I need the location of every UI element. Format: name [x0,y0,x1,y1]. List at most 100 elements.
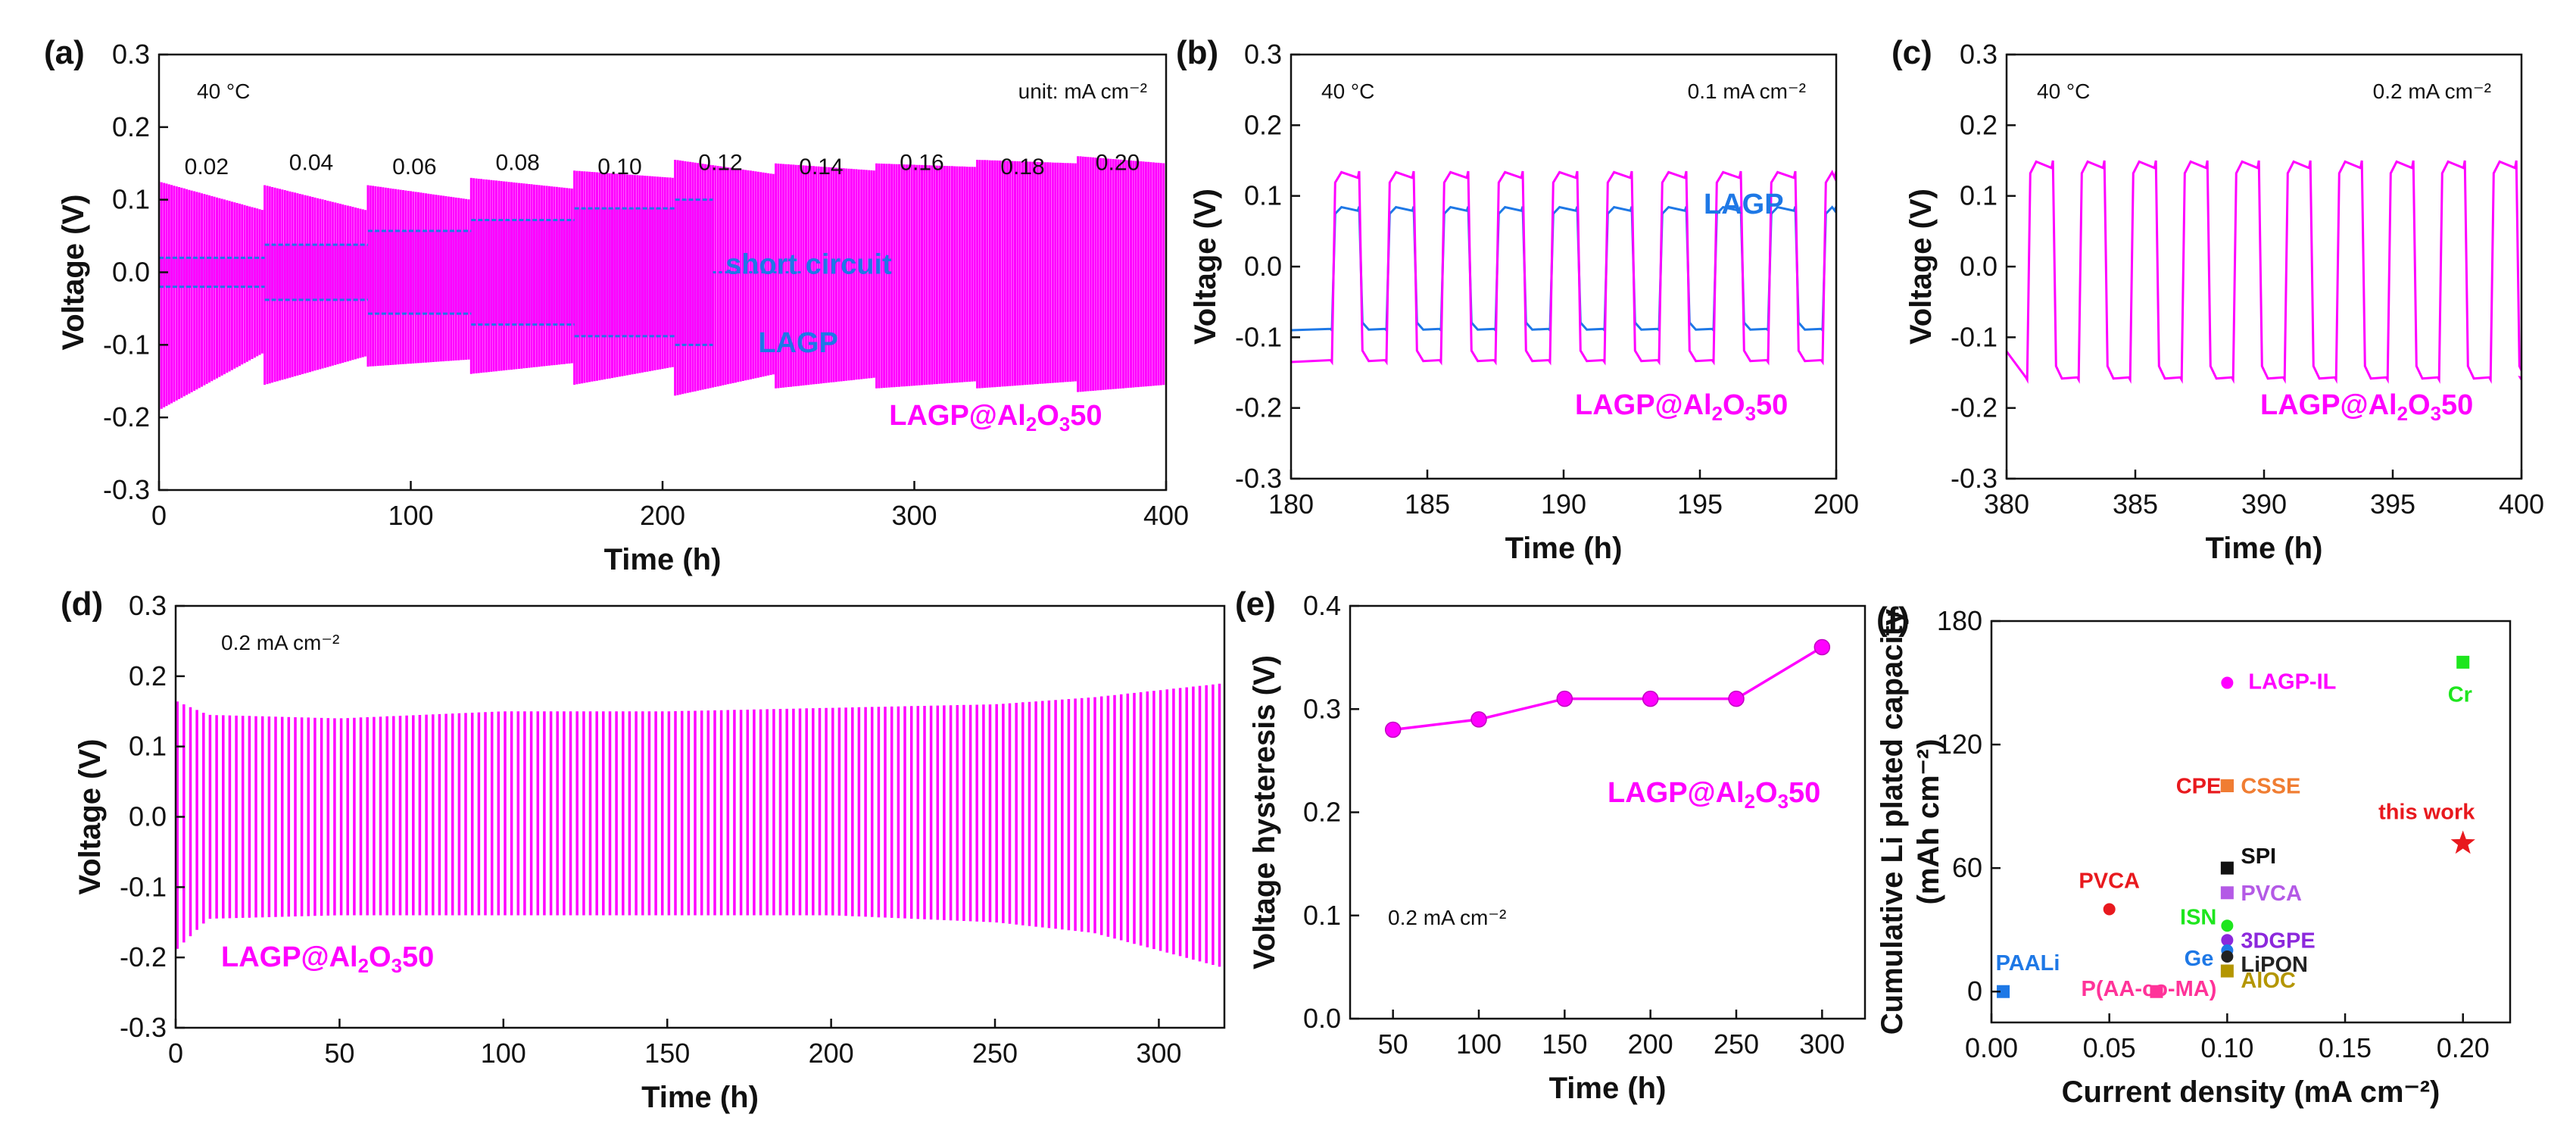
text-part: O [1037,400,1059,432]
x-tick-label: 190 [1541,489,1586,520]
y-axis-label: Voltage (V) [1904,189,1938,345]
y-tick-label: -0.3 [1235,463,1282,494]
x-tick-label: 150 [644,1038,690,1069]
hysteresis-point [1556,690,1573,707]
current-annotation: 0.1 mA cm⁻² [1688,80,1806,103]
x-tick-label: 385 [2113,489,2158,520]
point-label: Ge [2185,947,2214,971]
text-part: LAGP@Al [1608,777,1745,809]
text-part: LAGP@Al [1575,389,1712,421]
current-density-label: 0.06 [392,155,436,179]
current-density-label: 0.18 [1000,155,1044,179]
y-tick-label: -0.3 [103,474,150,505]
panel-label: (d) [61,585,103,623]
text-part: 50 [1756,389,1788,421]
y-tick-label: -0.3 [120,1012,167,1043]
text-part: O [2408,389,2431,421]
panel-label: (b) [1176,34,1218,71]
y-tick-label: 60 [1952,852,1982,883]
point-label: PAALi [1996,951,2060,975]
y-tick-label: 0.1 [129,731,167,762]
scatter-point [2220,861,2234,875]
x-axis-label: Time (h) [1505,532,1623,565]
text-part: O [1723,389,1745,421]
series-c [2007,160,2521,384]
x-tick-label: 0 [168,1038,183,1069]
current-density-label: 0.12 [698,150,742,175]
y-tick-label: -0.1 [1235,321,1282,352]
x-tick-label: 380 [1984,489,2029,520]
scatter-point [2103,903,2116,916]
y-tick-label: -0.2 [120,941,167,972]
subscript: 2 [358,956,369,977]
text-part: O [369,941,391,973]
point-label: SPI [2241,844,2276,869]
x-tick-label: 185 [1405,489,1450,520]
y-tick-label: -0.2 [1235,392,1282,423]
x-axis-label: Time (h) [2206,532,2323,565]
y-tick-label: 0.1 [1244,180,1282,211]
series-label-coated: LAGP@Al2O350 [221,941,434,977]
x-tick-label: 300 [1136,1038,1181,1069]
x-tick-label: 100 [388,500,433,531]
y-tick-label: 0.1 [112,184,150,215]
series-b [1291,170,1836,366]
x-tick-label: 100 [481,1038,526,1069]
text-part: LAGP@Al [2260,389,2397,421]
x-tick-label: 0.10 [2200,1032,2253,1063]
y-tick-label: 180 [1937,605,1982,636]
y-tick-label: 0.0 [112,257,150,288]
point-label: this work [2378,801,2475,825]
y-tick-label: -0.1 [120,871,167,902]
series-d [176,683,1221,967]
text-part: LAGP@Al [889,400,1026,432]
temperature-annotation: 40 °C [1321,80,1374,103]
hysteresis-point [1470,711,1487,728]
y-tick-label: 0.1 [1303,900,1341,931]
y-tick-label: 0.4 [1303,590,1341,621]
x-tick-label: 0.15 [2319,1032,2372,1063]
point-label: PVCA [2079,869,2140,894]
series-label-coated: LAGP@Al2O350 [1575,389,1788,425]
subscript: 2 [2397,404,2408,425]
x-tick-label: 0.05 [2083,1032,2136,1063]
x-axis-label: Current density (mA cm⁻²) [2062,1075,2440,1109]
coated-voltage-trace [159,156,1165,410]
y-tick-label: 0.2 [1303,797,1341,828]
hysteresis-line [1392,646,1823,732]
text-layer: 0 100 200 300 400-0.3-0.2-0.10.00.10.20.3Tim… [44,34,2544,1114]
scatter-point [2450,830,2475,854]
x-axis-label: Time (h) [604,543,722,576]
point-label: 3DGPE [2241,929,2315,953]
coated-voltage-trace [1291,170,1836,366]
y-tick-label: 0.0 [1960,251,1997,282]
x-tick-label: 150 [1542,1029,1587,1060]
text-part: 50 [402,941,434,973]
x-tick-label: 250 [1714,1029,1759,1060]
x-tick-label: 100 [1456,1029,1502,1060]
subscript: 3 [391,956,402,977]
x-tick-label: 200 [1813,489,1859,520]
panel-label: (e) [1235,585,1276,623]
y-tick-label: 0.3 [1960,39,1997,70]
current-density-label: 0.16 [900,150,943,175]
y-axis-label: Voltage (V) [1189,189,1222,345]
x-axis-label: Time (h) [641,1081,759,1114]
point-label: LiPON [2241,953,2308,977]
plot-frame-f [1990,620,2512,1024]
panel-label: (c) [1891,34,1932,71]
current-annotation: 0.2 mA cm⁻² [221,631,339,654]
y-tick-label: 0.2 [1244,109,1282,140]
x-tick-label: 395 [2370,489,2415,520]
x-tick-label: 200 [1628,1029,1673,1060]
scatter-point [2220,886,2234,900]
series-label-coated: LAGP@Al2O350 [2260,389,2473,425]
current-annotation: 0.2 mA cm⁻² [2373,80,2491,103]
y-tick-label: 0.3 [1303,693,1341,724]
x-tick-label: 200 [640,500,685,531]
y-tick-label: 0.3 [1244,39,1282,70]
text-part: LAGP@Al [221,941,358,973]
scatter-point [2220,779,2234,792]
coated-voltage-trace [176,683,1221,967]
subscript: 2 [1712,404,1723,425]
